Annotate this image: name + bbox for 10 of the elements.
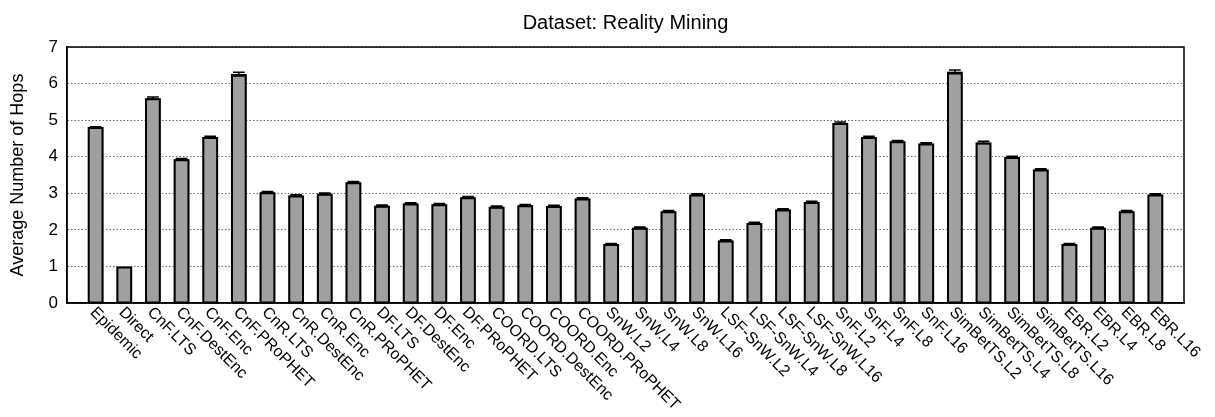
y-tick-label: 2 — [48, 219, 58, 239]
y-tick-label: 4 — [48, 146, 58, 166]
y-tick-label: 6 — [48, 73, 58, 93]
y-tick-label: 3 — [48, 182, 58, 202]
y-tick-label: 1 — [48, 256, 58, 276]
y-axis-title: Average Number of Hops — [6, 73, 27, 277]
y-tick-label: 5 — [48, 109, 58, 129]
y-tick-label: 0 — [48, 292, 58, 312]
y-tick-label: 7 — [48, 36, 58, 56]
chart-title: Dataset: Reality Mining — [522, 10, 729, 33]
